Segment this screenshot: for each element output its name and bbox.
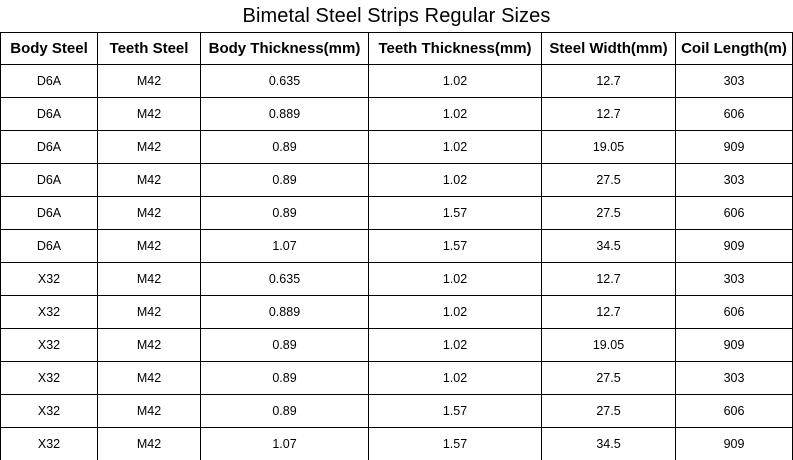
- cell-body-steel: D6A: [0, 97, 98, 131]
- cell-teeth-steel: M42: [97, 295, 201, 329]
- page-title: Bimetal Steel Strips Regular Sizes: [242, 5, 551, 27]
- cell-body-steel: X32: [0, 328, 98, 362]
- table-row: X32 M42 0.889 1.02 12.7 606: [0, 295, 793, 329]
- table-row: X32 M42 0.89 1.02 19.05 909: [0, 328, 793, 362]
- cell-coil-length: 303: [675, 361, 793, 395]
- cell-steel-width: 12.7: [541, 295, 676, 329]
- cell-steel-width: 27.5: [541, 394, 676, 428]
- cell-teeth-thickness: 1.02: [368, 328, 542, 362]
- table-row: D6A M42 0.89 1.57 27.5 606: [0, 196, 793, 230]
- cell-body-steel: X32: [0, 361, 98, 395]
- cell-coil-length: 909: [675, 328, 793, 362]
- cell-teeth-steel: M42: [97, 196, 201, 230]
- cell-coil-length: 909: [675, 229, 793, 263]
- cell-coil-length: 606: [675, 196, 793, 230]
- cell-body-steel: D6A: [0, 196, 98, 230]
- cell-body-steel: D6A: [0, 163, 98, 197]
- cell-steel-width: 27.5: [541, 163, 676, 197]
- cell-teeth-steel: M42: [97, 427, 201, 460]
- cell-body-steel: D6A: [0, 64, 98, 98]
- cell-coil-length: 303: [675, 163, 793, 197]
- header-coil-length: Coil Length(m): [675, 32, 793, 65]
- cell-teeth-thickness: 1.02: [368, 163, 542, 197]
- cell-coil-length: 606: [675, 97, 793, 131]
- header-steel-width: Steel Width(mm): [541, 32, 676, 65]
- table-row: D6A M42 0.89 1.02 27.5 303: [0, 163, 793, 197]
- cell-coil-length: 606: [675, 394, 793, 428]
- cell-teeth-thickness: 1.57: [368, 427, 542, 460]
- cell-steel-width: 12.7: [541, 97, 676, 131]
- cell-body-thickness: 0.89: [200, 361, 369, 395]
- cell-teeth-thickness: 1.02: [368, 361, 542, 395]
- cell-steel-width: 12.7: [541, 262, 676, 296]
- sizes-table: Body Steel Teeth Steel Body Thickness(mm…: [0, 32, 793, 460]
- cell-teeth-steel: M42: [97, 130, 201, 164]
- header-body-thickness: Body Thickness(mm): [200, 32, 369, 65]
- cell-teeth-thickness: 1.02: [368, 97, 542, 131]
- cell-body-steel: D6A: [0, 229, 98, 263]
- cell-body-steel: X32: [0, 295, 98, 329]
- cell-body-thickness: 0.89: [200, 196, 369, 230]
- table-row: X32 M42 0.635 1.02 12.7 303: [0, 262, 793, 296]
- cell-body-steel: D6A: [0, 130, 98, 164]
- cell-coil-length: 909: [675, 130, 793, 164]
- cell-teeth-steel: M42: [97, 97, 201, 131]
- header-teeth-thickness: Teeth Thickness(mm): [368, 32, 542, 65]
- table-row: D6A M42 0.889 1.02 12.7 606: [0, 97, 793, 131]
- header-teeth-steel: Teeth Steel: [97, 32, 201, 65]
- table-row: D6A M42 0.635 1.02 12.7 303: [0, 64, 793, 98]
- cell-body-thickness: 0.889: [200, 295, 369, 329]
- cell-teeth-steel: M42: [97, 64, 201, 98]
- cell-body-thickness: 0.89: [200, 130, 369, 164]
- cell-body-thickness: 0.635: [200, 262, 369, 296]
- cell-steel-width: 34.5: [541, 229, 676, 263]
- cell-teeth-steel: M42: [97, 394, 201, 428]
- cell-coil-length: 303: [675, 262, 793, 296]
- cell-steel-width: 27.5: [541, 196, 676, 230]
- cell-coil-length: 606: [675, 295, 793, 329]
- table-row: D6A M42 0.89 1.02 19.05 909: [0, 130, 793, 164]
- cell-teeth-thickness: 1.02: [368, 295, 542, 329]
- table-row: X32 M42 0.89 1.57 27.5 606: [0, 394, 793, 428]
- cell-body-steel: X32: [0, 394, 98, 428]
- cell-steel-width: 19.05: [541, 130, 676, 164]
- cell-body-thickness: 0.635: [200, 64, 369, 98]
- cell-teeth-thickness: 1.02: [368, 262, 542, 296]
- cell-body-thickness: 0.889: [200, 97, 369, 131]
- cell-teeth-steel: M42: [97, 229, 201, 263]
- cell-teeth-steel: M42: [97, 163, 201, 197]
- cell-body-thickness: 1.07: [200, 427, 369, 460]
- cell-teeth-thickness: 1.57: [368, 394, 542, 428]
- cell-body-thickness: 0.89: [200, 394, 369, 428]
- cell-body-thickness: 1.07: [200, 229, 369, 263]
- cell-body-thickness: 0.89: [200, 328, 369, 362]
- cell-body-steel: X32: [0, 262, 98, 296]
- cell-teeth-thickness: 1.02: [368, 64, 542, 98]
- cell-teeth-steel: M42: [97, 328, 201, 362]
- cell-teeth-thickness: 1.57: [368, 229, 542, 263]
- cell-steel-width: 27.5: [541, 361, 676, 395]
- cell-steel-width: 19.05: [541, 328, 676, 362]
- cell-steel-width: 34.5: [541, 427, 676, 460]
- cell-coil-length: 303: [675, 64, 793, 98]
- table-row: X32 M42 0.89 1.02 27.5 303: [0, 361, 793, 395]
- header-row: Body Steel Teeth Steel Body Thickness(mm…: [0, 32, 793, 65]
- table-row: D6A M42 1.07 1.57 34.5 909: [0, 229, 793, 263]
- header-body-steel: Body Steel: [0, 32, 98, 65]
- cell-teeth-thickness: 1.57: [368, 196, 542, 230]
- cell-teeth-steel: M42: [97, 262, 201, 296]
- cell-coil-length: 909: [675, 427, 793, 460]
- table-row: X32 M42 1.07 1.57 34.5 909: [0, 427, 793, 460]
- cell-body-steel: X32: [0, 427, 98, 460]
- cell-body-thickness: 0.89: [200, 163, 369, 197]
- cell-teeth-thickness: 1.02: [368, 130, 542, 164]
- cell-steel-width: 12.7: [541, 64, 676, 98]
- cell-teeth-steel: M42: [97, 361, 201, 395]
